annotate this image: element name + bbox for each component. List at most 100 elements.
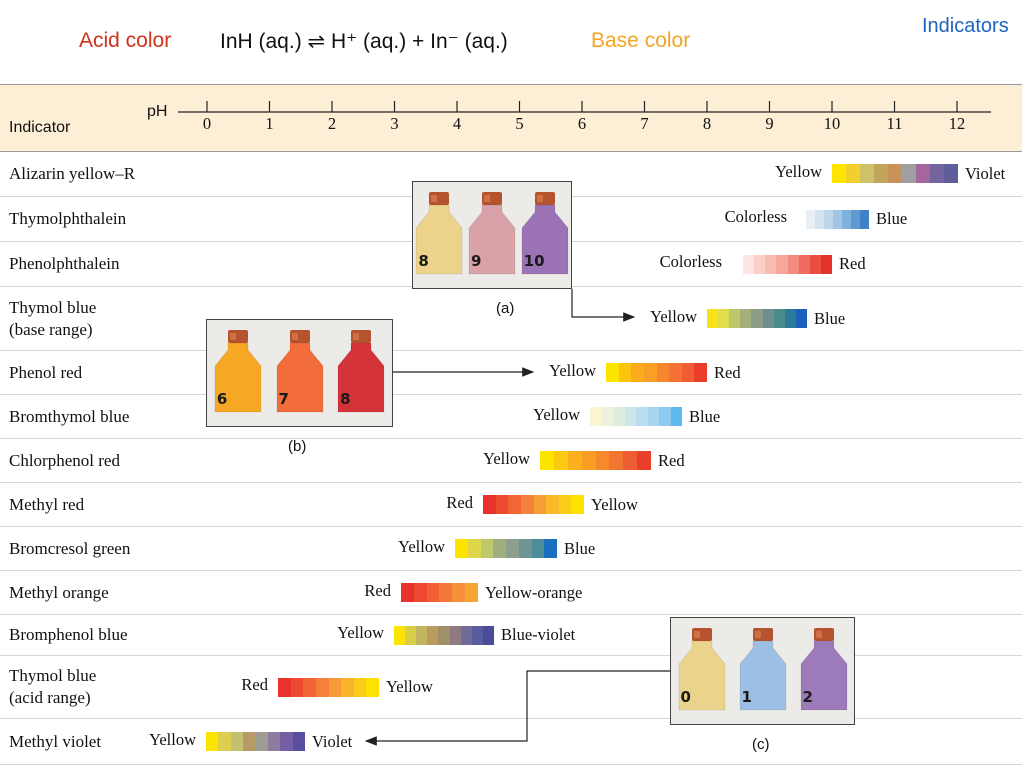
high-ph-color-label: Red xyxy=(658,450,685,470)
color-swatch xyxy=(765,254,777,274)
color-swatch xyxy=(278,677,291,697)
color-transition-bar xyxy=(483,495,584,514)
bottle-ph-number: 8 xyxy=(418,252,429,270)
indicator-name: Methyl orange xyxy=(9,582,109,602)
color-swatch xyxy=(427,625,439,645)
high-ph-color-label: Red xyxy=(839,254,866,273)
low-ph-color-label: Yellow xyxy=(775,161,822,181)
color-swatch xyxy=(729,309,741,328)
indicator-bottle: 8 xyxy=(335,330,387,419)
color-swatch xyxy=(637,451,651,470)
color-swatch xyxy=(618,363,632,382)
low-ph-color-label: Yellow xyxy=(650,306,697,326)
color-swatch xyxy=(506,539,519,558)
color-swatch xyxy=(832,164,846,183)
color-swatch xyxy=(874,164,888,183)
indicator-row: Bromcresol green Yellow Blue xyxy=(0,527,1022,571)
photo-a: 8 9 10 xyxy=(412,181,572,289)
photo-a-caption: (a) xyxy=(496,300,515,317)
color-swatch xyxy=(533,495,547,514)
color-swatch xyxy=(623,451,638,470)
color-swatch xyxy=(930,164,944,183)
color-swatch xyxy=(754,254,766,274)
high-ph-color-label: Red xyxy=(714,362,741,382)
color-swatch xyxy=(413,583,427,602)
color-swatch xyxy=(842,209,851,229)
color-swatch xyxy=(243,732,256,751)
ph-tick-label: 7 xyxy=(640,114,649,133)
color-swatch xyxy=(452,583,466,602)
color-swatch xyxy=(255,732,268,751)
color-swatch xyxy=(846,164,860,183)
ph-tick-label: 6 xyxy=(577,114,587,133)
color-swatch xyxy=(206,732,219,751)
indicator-name: Phenol red xyxy=(9,362,83,382)
color-swatch xyxy=(467,539,481,558)
page-title: Indicators xyxy=(922,15,1009,37)
color-swatch xyxy=(455,539,468,558)
color-swatch xyxy=(707,309,719,328)
acid-color-label: Acid color xyxy=(79,29,172,52)
low-ph-color-label: Colorless xyxy=(724,207,787,226)
high-ph-color-label: Violet xyxy=(965,163,1006,183)
color-swatch xyxy=(480,539,494,558)
color-swatch xyxy=(366,677,379,697)
color-swatch xyxy=(465,583,478,602)
indicator-name: Phenolphthalein xyxy=(9,254,120,273)
indicator-row: Thymol blue (base range) Yellow Blue xyxy=(0,287,1022,351)
arrow-c xyxy=(364,670,670,746)
color-swatch xyxy=(787,254,799,274)
indicator-row: Methyl violet Yellow Violet xyxy=(0,719,1022,765)
indicator-name: Methyl violet xyxy=(9,731,102,751)
color-swatch xyxy=(784,309,796,328)
ph-tick-label: 1 xyxy=(265,114,274,133)
color-swatch xyxy=(670,407,682,426)
indicator-bottle: 0 xyxy=(676,628,728,717)
bottle-ph-number: 2 xyxy=(802,688,813,706)
color-transition-bar xyxy=(455,539,557,558)
indicator-row: Bromthymol blue Yellow Blue xyxy=(0,395,1022,439)
color-swatch xyxy=(546,495,559,514)
arrow-a xyxy=(571,289,636,322)
high-ph-color-label: Blue xyxy=(689,406,721,426)
low-ph-color-label: Yellow xyxy=(549,360,596,380)
color-swatch xyxy=(833,209,842,229)
ph-tick-label: 5 xyxy=(515,114,524,133)
high-ph-color-label: Yellow-orange xyxy=(485,582,583,602)
color-swatch xyxy=(694,363,707,382)
color-swatch xyxy=(609,451,624,470)
high-ph-color-label: Blue xyxy=(876,209,908,228)
color-swatch xyxy=(471,625,483,645)
color-swatch xyxy=(860,209,869,229)
bottle-ph-number: 1 xyxy=(741,688,752,706)
indicator-name: Alizarin yellow–R xyxy=(9,163,136,183)
bottle-ph-number: 8 xyxy=(340,390,351,408)
color-swatch xyxy=(439,583,453,602)
color-swatch xyxy=(493,539,506,558)
high-ph-color-label: Blue xyxy=(564,538,596,558)
indicator-name: Bromcresol green xyxy=(9,538,131,558)
indicator-bottle: 10 xyxy=(519,192,571,281)
indicator-bottle: 1 xyxy=(737,628,789,717)
color-transition-bar xyxy=(732,254,832,274)
color-swatch xyxy=(394,625,406,645)
high-ph-color-label: Violet xyxy=(312,731,353,751)
color-swatch xyxy=(762,309,774,328)
indicator-name: Bromthymol blue xyxy=(9,406,130,426)
indicator-name: Chlorphenol red xyxy=(9,450,120,470)
color-transition-bar xyxy=(401,583,478,602)
indicator-bottle: 6 xyxy=(212,330,264,419)
color-transition-bar xyxy=(278,677,379,697)
color-swatch xyxy=(438,625,450,645)
color-swatch xyxy=(643,363,657,382)
ph-tick-label: 0 xyxy=(202,114,212,133)
color-swatch xyxy=(482,625,494,645)
low-ph-color-label: Yellow xyxy=(483,448,530,468)
color-transition-bar xyxy=(832,164,958,183)
color-swatch xyxy=(483,495,496,514)
color-swatch xyxy=(824,209,833,229)
indicator-name: Methyl red xyxy=(9,494,85,514)
color-swatch xyxy=(426,583,440,602)
ph-tick-label: 11 xyxy=(886,114,903,133)
